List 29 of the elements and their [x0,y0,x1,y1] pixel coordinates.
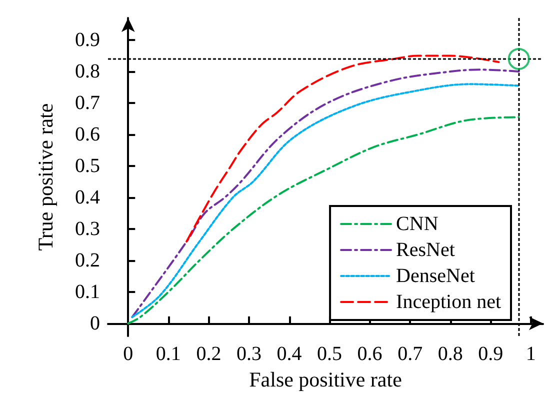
line-series [186,54,500,243]
x-tick-label: 0.3 [236,343,262,365]
x-tick-label: 0.5 [317,343,342,365]
x-tick-label: 0.7 [398,343,423,365]
y-tick-label: 0 [90,312,100,334]
legend-label: ResNet [396,239,456,261]
legend-label: DenseNet [396,265,476,287]
y-tick-label: 0.2 [75,249,100,272]
y-tick-label: 0.1 [75,280,100,303]
legend-label: Inception net [396,291,502,313]
x-tick-label: 0.4 [276,343,302,365]
x-tick-label: 0 [123,343,134,365]
x-tick-label: 0.9 [478,343,504,365]
x-tick-label: 0.6 [357,343,382,365]
y-tick-label: 0.3 [75,218,100,240]
x-axis-title: False positive rate [249,367,402,392]
y-tick-label: 0.9 [75,29,100,52]
y-tick-label: 0.8 [75,60,100,83]
x-tick-label: 0.8 [438,343,463,365]
y-tick-label: 0.6 [75,123,100,146]
y-tick-label: 0.7 [75,92,100,114]
x-tick-label: 0.2 [196,343,222,365]
legend-label: CNN [396,213,438,235]
y-axis-title: True positive rate [34,103,58,251]
x-tick-label: 1 [526,343,536,365]
x-tick-label: 0.1 [156,343,181,365]
line-series [127,116,520,324]
y-tick-label: 0.4 [75,186,100,208]
y-tick-label: 0.5 [75,154,100,177]
